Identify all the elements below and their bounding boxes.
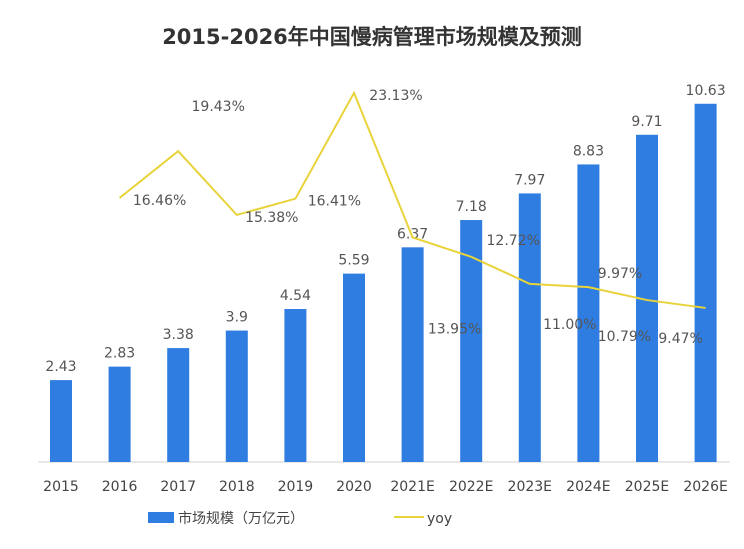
bar-2023E [518,193,541,462]
x-tick-2026E: 2026E [683,479,727,495]
yoy-label-2018: 15.38% [245,210,298,226]
bar-label-2015: 2.43 [45,359,76,375]
bar-2017 [167,348,190,462]
bar-2026E [694,103,717,463]
bar-label-2018: 3.9 [226,310,248,326]
bar-2015 [50,380,72,462]
chart-title: 2015-2026年中国慢病管理市场规模及预测 [162,25,582,49]
bar-label-2022E: 7.18 [456,199,487,215]
bar-2022E [460,220,483,462]
legend-label-line: yoy [427,511,452,527]
yoy-label-2022E: 12.72% [487,233,540,249]
yoy-label-2024E: 10.79% [598,329,651,345]
bar-2020 [343,273,365,462]
bar-2021E [401,247,424,462]
legend-label-bar: 市场规模（万亿元） [178,510,304,527]
x-tick-2022E: 2022E [449,479,493,495]
bar-label-2025E: 9.71 [631,114,662,130]
bar-label-2023E: 7.97 [514,172,545,188]
x-tick-2020: 2020 [336,479,372,495]
x-tick-2015: 2015 [43,479,79,495]
yoy-line [118,90,706,309]
x-tick-2018: 2018 [219,479,255,495]
bar-label-2020: 5.59 [338,253,369,269]
x-tick-2023E: 2023E [508,479,552,495]
yoy-label-2025E: 9.97% [598,266,642,282]
yoy-label-2019: 16.41% [308,194,361,210]
yoy-label-2021E: 13.95% [428,321,481,337]
legend-swatch-bar [148,512,174,523]
x-tick-2016: 2016 [102,479,138,495]
bar-label-2026E: 10.63 [686,83,726,99]
bar-2016 [108,366,131,462]
bar-label-2024E: 8.83 [573,143,604,159]
bar-2025E [636,134,658,462]
bar-2019 [284,309,307,462]
legend: 市场规模（万亿元） yoy [148,510,452,527]
yoy-label-2023E: 11.00% [543,317,596,333]
yoy-label-2016: 16.46% [133,193,186,209]
yoy-label-2017: 19.43% [192,99,245,115]
x-tick-2024E: 2024E [566,479,610,495]
x-tick-2019: 2019 [278,479,314,495]
bar-label-2017: 3.38 [163,327,194,343]
yoy-label-2026E: 9.47% [658,331,702,347]
bar-2024E [577,164,600,462]
bar-label-2021E: 6.37 [397,226,428,242]
x-tick-2025E: 2025E [625,479,669,495]
yoy-label-2020: 23.13% [369,88,422,104]
bar-2018 [225,330,248,462]
x-tick-2021E: 2021E [390,479,434,495]
bar-label-2019: 4.54 [280,288,311,304]
bar-label-2016: 2.83 [104,346,135,362]
x-tick-2017: 2017 [160,479,196,495]
